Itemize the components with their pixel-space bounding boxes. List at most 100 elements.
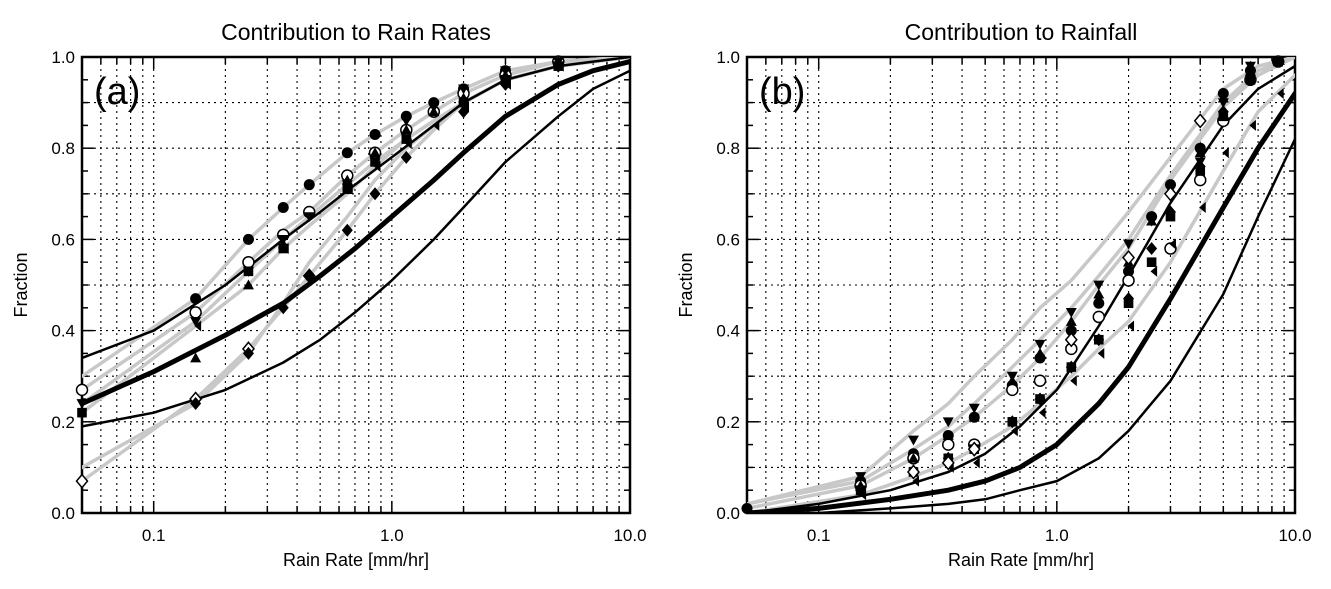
panel-a-marker-triangle-down bbox=[400, 116, 412, 127]
panel-b-marker-bowtie bbox=[912, 475, 919, 487]
panel-a-marker-circle-open bbox=[75, 383, 89, 397]
panel-b-marker-triangle-up bbox=[1146, 215, 1158, 226]
panel-b-marker-bowtie bbox=[1070, 375, 1077, 387]
panel-a-marker-triangle-up bbox=[341, 174, 353, 185]
panel-b-marker-bowtie bbox=[1011, 425, 1018, 437]
panel-b-marker-bowtie bbox=[1222, 147, 1229, 159]
panel-a-marker-bowtie bbox=[346, 183, 353, 195]
panel-b-marker-circle-open bbox=[1006, 383, 1019, 397]
panel-b-marker-triangle-down bbox=[1034, 339, 1046, 350]
panel-a-curve-gray bbox=[82, 57, 630, 415]
panel-b-marker-triangle-down bbox=[942, 417, 954, 428]
panel-b-marker-circle-open bbox=[1092, 310, 1106, 324]
panel-b-marker-triangle-up bbox=[1244, 60, 1256, 71]
panel-a: Contribution to Rain Rates Rain Rate [mm… bbox=[11, 19, 647, 570]
panel-a-curve-thin-black bbox=[82, 69, 630, 428]
panel-a-marker-bowtie bbox=[194, 320, 202, 332]
panel-a-curve-gray bbox=[82, 57, 630, 483]
panel-b: Contribution to Rainfall Rain Rate [mm/h… bbox=[676, 19, 1312, 570]
panel-b-ytick-label: 1.0 bbox=[716, 48, 740, 67]
panel-b-ytick-label: 0.4 bbox=[716, 322, 740, 341]
panel-a-marker-diamond-filled bbox=[499, 77, 511, 91]
panel-b-marker-diamond-filled bbox=[1034, 392, 1046, 406]
panel-a-marker-bowtie bbox=[282, 243, 289, 255]
panel-a-ytick-label: 1.0 bbox=[51, 48, 75, 67]
panel-a-ytick-label: 0.6 bbox=[51, 230, 75, 249]
panel-a-marker-circle-open bbox=[242, 255, 255, 269]
panel-b-marker-triangle-up bbox=[1034, 347, 1046, 358]
panel-b-marker-diamond-open bbox=[1122, 249, 1136, 266]
panel-a-curve-gray bbox=[82, 57, 630, 470]
panel-a-marker-triangle-down bbox=[76, 399, 88, 410]
panel-b-xlabel: Rain Rate [mm/hr] bbox=[948, 550, 1094, 570]
panel-b-marker-diamond-filled bbox=[1194, 159, 1206, 173]
panel-a-marker-diamond-filled bbox=[458, 105, 470, 119]
panel-b-marker-diamond-open bbox=[1163, 186, 1177, 202]
panel-a-marker-bowtie bbox=[373, 160, 381, 172]
panel-a-marker-triangle-down bbox=[303, 212, 315, 223]
panel-b-marker-circle-filled bbox=[741, 502, 753, 514]
panel-b-marker-triangle-up bbox=[968, 411, 980, 422]
panel-b-marker-triangle-up bbox=[907, 452, 919, 463]
panel-a-marker-square-filled bbox=[243, 266, 254, 277]
panel-b-marker-triangle-up bbox=[1217, 92, 1229, 103]
panel-a-marker-diamond-filled bbox=[400, 150, 412, 164]
panel-b-marker-bowtie bbox=[1249, 119, 1256, 131]
panel-b-marker-bowtie bbox=[1169, 238, 1176, 250]
panel-a-marker-bowtie bbox=[432, 119, 440, 131]
panel-a-marker-square-filled bbox=[458, 97, 469, 108]
panel-b-marker-bowtie bbox=[1277, 87, 1284, 99]
panel-a-marker-diamond-open bbox=[75, 473, 89, 489]
panel-a-marker-circle-filled bbox=[369, 129, 381, 141]
panel-b-marker-square-filled bbox=[1273, 56, 1283, 67]
panel-a-marker-diamond-filled bbox=[303, 269, 315, 283]
panel-a-marker-circle-filled bbox=[190, 293, 202, 305]
panel-b-marker-triangle-down bbox=[855, 472, 867, 483]
panel-a-marker-square-filled bbox=[370, 157, 380, 167]
panel-b-curve-gray bbox=[747, 57, 1295, 506]
panel-a-ytick-label: 0.4 bbox=[51, 322, 75, 341]
panel-b-marker-circle-filled bbox=[1123, 265, 1135, 277]
panel-b-marker-diamond-open bbox=[1193, 113, 1207, 129]
panel-b-marker-diamond-filled bbox=[1146, 242, 1158, 256]
panel-a-marker-square-filled bbox=[77, 407, 87, 418]
panel-b-marker-bowtie bbox=[973, 457, 980, 469]
panel-b-axes: 0.1 1.0 10.0 0.0 0.2 0.4 0.6 0.8 1.0 bbox=[716, 48, 1311, 545]
panel-b-marker-bowtie bbox=[859, 489, 867, 501]
panel-b-marker-triangle-up bbox=[1065, 315, 1077, 326]
panel-a-marker-triangle-down bbox=[458, 84, 470, 95]
panel-b-marker-circle-open bbox=[1122, 274, 1135, 287]
panel-b-marker-triangle-up bbox=[942, 429, 954, 440]
panel-b-xtick-label: 1.0 bbox=[1045, 526, 1069, 545]
panel-a-marker-triangle-up bbox=[369, 147, 381, 158]
panel-b-ytick-label: 0.6 bbox=[716, 230, 740, 249]
panel-b-title: Contribution to Rainfall bbox=[905, 19, 1138, 45]
panel-a-marker-circle-filled bbox=[303, 179, 315, 191]
panel-a-marker-diamond-filled bbox=[277, 301, 289, 315]
panel-b-marker-bowtie bbox=[1097, 347, 1105, 359]
panel-b-marker-triangle-down bbox=[907, 435, 919, 446]
panel-b-ylabel: Fraction bbox=[676, 252, 696, 317]
panel-a-marker-square-filled bbox=[401, 134, 412, 144]
panel-a-xtick-label: 1.0 bbox=[380, 526, 404, 545]
panel-b-marker-circle-open bbox=[942, 438, 955, 451]
panel-b-marker-diamond-filled bbox=[1065, 360, 1077, 374]
panel-b-frame bbox=[745, 55, 1297, 515]
panel-b-marker-circle-open bbox=[1033, 374, 1047, 388]
panel-b-marker-diamond-filled bbox=[1123, 292, 1135, 306]
panel-b-xtick-label: 0.1 bbox=[807, 526, 831, 545]
panel-a-label: (a) bbox=[94, 71, 140, 113]
panel-b-curves bbox=[747, 57, 1295, 513]
panel-b-marker-triangle-down bbox=[1093, 280, 1105, 291]
panel-b-marker-circle-filled bbox=[1093, 297, 1105, 309]
panel-a-marker-triangle-up bbox=[400, 124, 412, 135]
panel-a-marker-triangle-up bbox=[190, 352, 202, 363]
panel-a-ytick-label: 0.8 bbox=[51, 139, 75, 158]
panel-b-marker-diamond-filled bbox=[1093, 333, 1105, 347]
panel-a-marker-diamond-filled bbox=[190, 397, 202, 411]
panel-a-grid bbox=[82, 57, 630, 513]
panel-a-ylabel: Fraction bbox=[11, 252, 31, 317]
panel-a-marker-circle-filled bbox=[242, 233, 254, 245]
panel-b-markers bbox=[741, 55, 1285, 514]
